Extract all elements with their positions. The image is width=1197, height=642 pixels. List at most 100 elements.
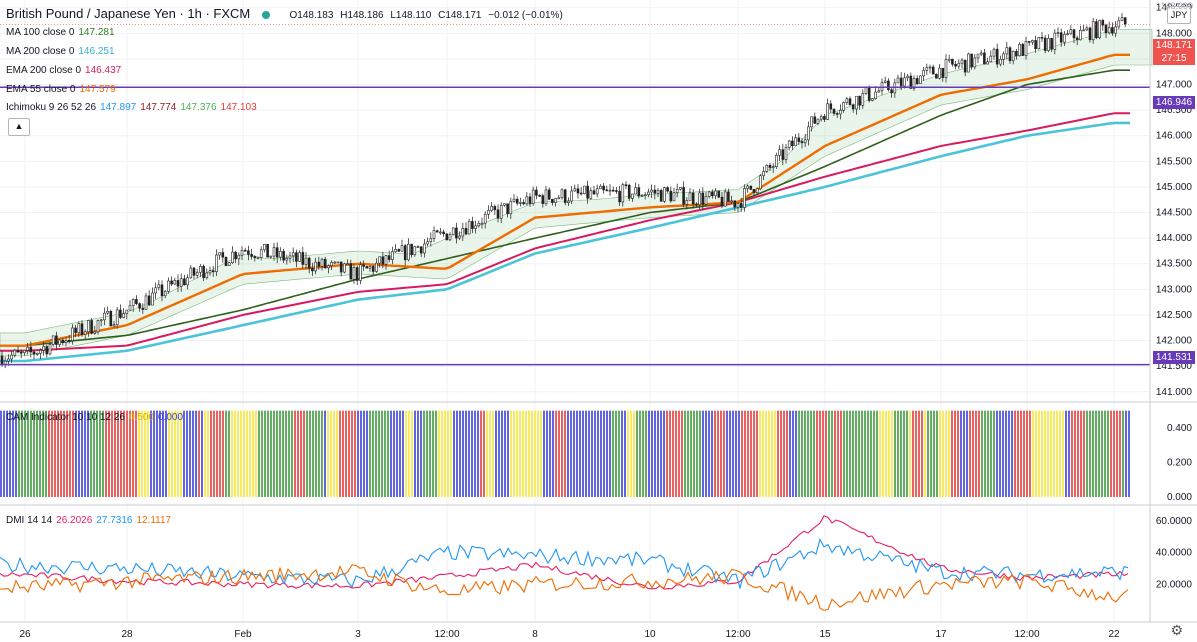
lower-line-label: 141.531 (1153, 351, 1195, 364)
candle (144, 295, 148, 310)
candle (714, 190, 717, 197)
candle (483, 213, 487, 224)
candle (240, 249, 244, 256)
candle (957, 62, 961, 67)
candle (183, 278, 186, 286)
legend-ema200-label: EMA 200 close 0 (6, 65, 82, 76)
candle (378, 256, 381, 264)
candle (787, 140, 791, 148)
candle (64, 340, 68, 344)
candle (941, 67, 945, 78)
y-tick-label: 141.500 (1156, 361, 1193, 372)
candle (253, 256, 257, 259)
candle (762, 170, 765, 177)
candle (1085, 27, 1089, 31)
candle (554, 198, 557, 203)
candle (826, 103, 829, 120)
currency-button[interactable]: JPY (1167, 6, 1191, 24)
candle (429, 238, 433, 243)
chart-title: British Pound / Japanese Yen · 1h · FXCM… (6, 6, 567, 21)
legend-ema55[interactable]: EMA 55 close 0 147.579 (6, 84, 116, 96)
candle (800, 141, 804, 144)
candle (1079, 29, 1082, 41)
candle (797, 137, 801, 142)
legend-ema200[interactable]: EMA 200 close 0 146.437 (6, 65, 121, 77)
candle (1011, 50, 1015, 62)
legend-dmi[interactable]: DMI 14 14 26.2026 27.7316 12.1117 (6, 515, 171, 527)
candle (1053, 32, 1057, 50)
legend-ichimoku-value-2: 147.774 (140, 102, 177, 113)
candle (563, 189, 567, 203)
candle (647, 191, 650, 195)
candle (384, 255, 388, 265)
candle (167, 280, 170, 292)
candle (58, 339, 61, 345)
candle (519, 202, 522, 204)
candle (695, 203, 698, 206)
candle (71, 327, 74, 342)
settings-gear-icon[interactable]: ⚙ (1170, 622, 1183, 638)
candle (781, 149, 785, 160)
candle (1043, 37, 1047, 51)
candle (1082, 29, 1085, 32)
countdown-label: 27:15 (1153, 52, 1195, 65)
candle (583, 185, 586, 194)
candle (179, 278, 183, 287)
candle (173, 280, 177, 285)
candle (403, 245, 407, 261)
candle (903, 77, 906, 87)
dmi-y-tick-label: 20.0000 (1156, 579, 1193, 590)
x-tick-label: 22 (1108, 629, 1120, 640)
candle (314, 261, 317, 272)
candle (330, 262, 333, 267)
x-tick-label: 12:00 (434, 629, 459, 640)
candle (707, 191, 711, 197)
candle (323, 258, 327, 269)
candle (915, 78, 919, 85)
candle (871, 98, 874, 101)
legend-ma100[interactable]: MA 100 close 0 147.281 (6, 27, 115, 39)
candle (1104, 24, 1108, 34)
candle (35, 353, 39, 355)
candle (858, 95, 861, 106)
candle (733, 200, 737, 208)
candle (135, 299, 138, 304)
candle (199, 266, 202, 273)
candle (618, 190, 621, 203)
candle (1018, 44, 1021, 57)
candle (128, 305, 132, 311)
candle (999, 59, 1002, 65)
candle (538, 194, 541, 197)
candle (1075, 37, 1079, 41)
legend-ma200[interactable]: MA 200 close 0 146.251 (6, 46, 115, 58)
candle (349, 263, 353, 280)
ema200-line (0, 112, 1130, 352)
cam-y-tick-label: 0.000 (1167, 492, 1192, 503)
candle (439, 231, 442, 234)
legend-ema55-label: EMA 55 close 0 (6, 84, 76, 95)
candle (7, 358, 10, 362)
legend-cam-label: CAM Indicator 10 10 12 26 (6, 412, 125, 423)
candle (1066, 33, 1069, 36)
legend-ichimoku[interactable]: Ichimoku 9 26 52 26 147.897 147.774 147.376… (6, 102, 257, 114)
candle (413, 246, 417, 256)
candle (16, 349, 20, 353)
candle (333, 261, 337, 264)
candle (944, 59, 948, 78)
candle (752, 189, 756, 193)
y-tick-label: 144.000 (1156, 233, 1193, 244)
x-tick-label: 12:00 (725, 629, 750, 640)
collapse-legend-button[interactable]: ▲ (8, 118, 30, 136)
cam-y-tick-label: 0.400 (1167, 423, 1192, 434)
candle (867, 87, 871, 101)
candle (775, 154, 778, 167)
y-tick-label: 144.500 (1156, 208, 1193, 219)
candle (10, 354, 13, 360)
legend-cam[interactable]: CAM Indicator 10 10 12 26 0.500 0.000 (6, 412, 183, 424)
candle (458, 235, 461, 239)
candle (99, 319, 103, 322)
x-tick-label: 3 (355, 629, 361, 640)
x-tick-label: 8 (532, 629, 538, 640)
candle (890, 89, 893, 94)
